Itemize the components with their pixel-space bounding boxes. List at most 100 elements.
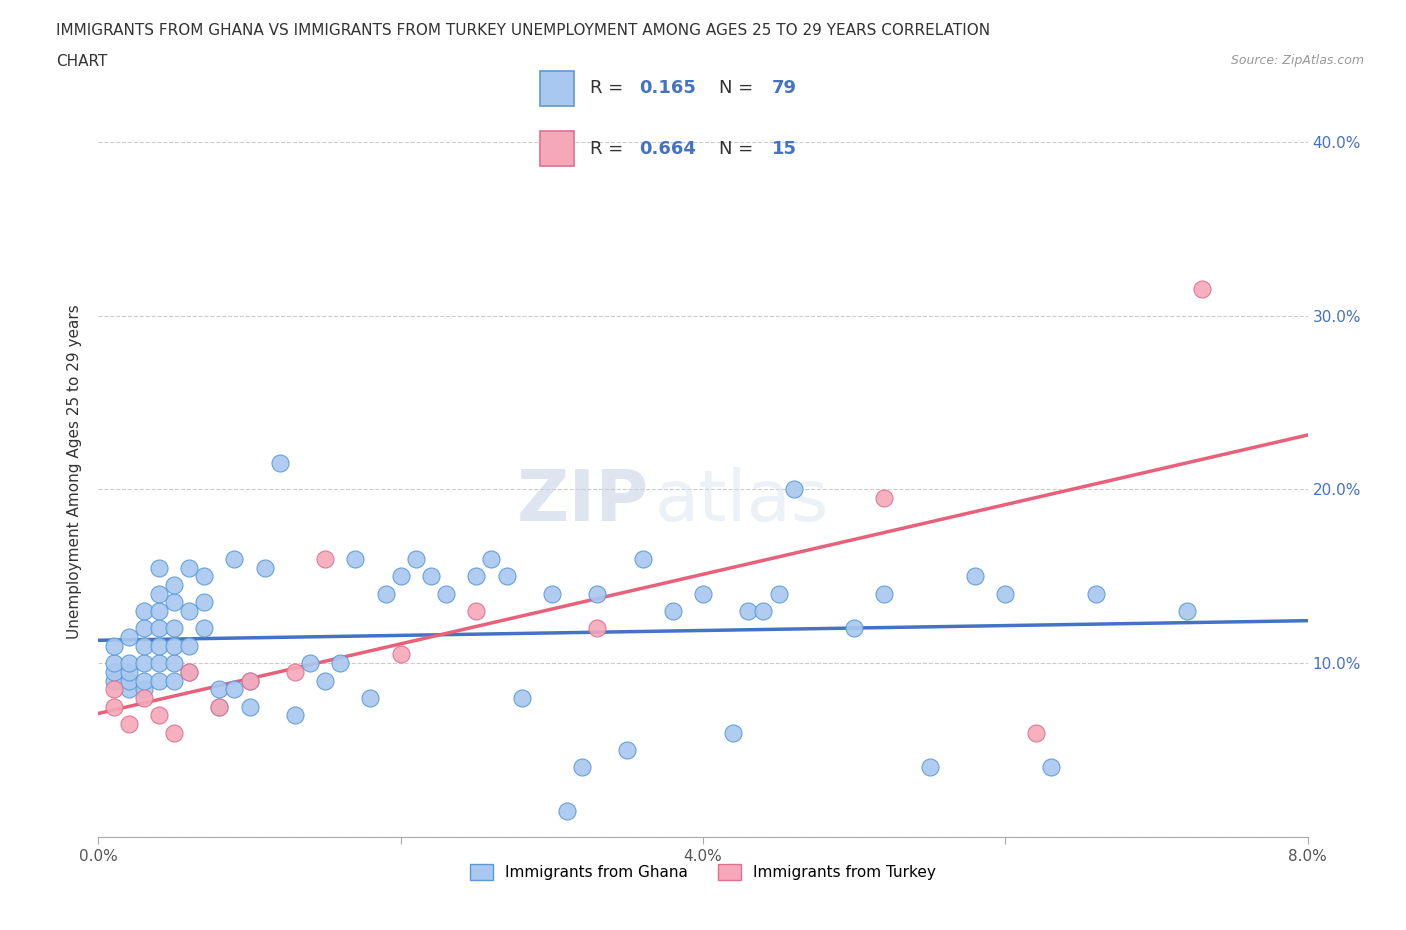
Point [118, 682, 141, 697]
Point [752, 604, 775, 618]
Point [360, 690, 382, 705]
Point [179, 664, 201, 679]
Text: 15: 15 [772, 140, 797, 158]
Point [148, 708, 170, 723]
Point [132, 673, 155, 688]
Bar [540, 71, 574, 106]
Point [179, 604, 201, 618]
Point [118, 673, 141, 688]
Point [389, 569, 412, 584]
Text: 79: 79 [772, 79, 797, 98]
Point [148, 621, 170, 636]
Point [163, 595, 186, 610]
Point [495, 569, 517, 584]
Point [329, 656, 352, 671]
Point [434, 586, 457, 601]
Point [239, 673, 262, 688]
Point [1191, 282, 1213, 297]
Point [103, 699, 125, 714]
Point [661, 604, 683, 618]
Point [571, 760, 593, 775]
Point [132, 690, 155, 705]
Point [193, 621, 215, 636]
Point [163, 638, 186, 653]
Point [193, 595, 215, 610]
Y-axis label: Unemployment Among Ages 25 to 29 years: Unemployment Among Ages 25 to 29 years [67, 305, 83, 639]
Point [737, 604, 759, 618]
Point [118, 630, 141, 644]
Point [616, 743, 638, 758]
Point [465, 604, 488, 618]
Point [208, 682, 231, 697]
Point [873, 586, 896, 601]
Point [239, 699, 262, 714]
Point [179, 638, 201, 653]
Point [163, 656, 186, 671]
Text: atlas: atlas [655, 467, 830, 536]
Text: N =: N = [718, 140, 759, 158]
Point [163, 725, 186, 740]
Point [148, 656, 170, 671]
Point [179, 560, 201, 575]
Text: 0.664: 0.664 [640, 140, 696, 158]
Point [224, 682, 246, 697]
Point [299, 656, 322, 671]
Point [768, 586, 790, 601]
Point [374, 586, 396, 601]
Point [1085, 586, 1108, 601]
Point [148, 604, 170, 618]
Point [405, 551, 427, 566]
Point [118, 664, 141, 679]
Point [193, 569, 215, 584]
Point [253, 560, 276, 575]
Point [420, 569, 443, 584]
Point [132, 656, 155, 671]
Point [314, 673, 336, 688]
Point [103, 673, 125, 688]
Point [224, 551, 246, 566]
Point [965, 569, 987, 584]
Point [148, 586, 170, 601]
Point [269, 456, 291, 471]
Point [389, 647, 412, 662]
Point [103, 682, 125, 697]
Point [179, 664, 201, 679]
Point [540, 586, 562, 601]
Point [208, 699, 231, 714]
Text: R =: R = [591, 79, 628, 98]
Point [481, 551, 503, 566]
Point [510, 690, 533, 705]
Point [239, 673, 262, 688]
Point [284, 708, 307, 723]
Point [208, 699, 231, 714]
Text: 0.165: 0.165 [640, 79, 696, 98]
Point [631, 551, 654, 566]
Point [1175, 604, 1198, 618]
Text: ZIP: ZIP [516, 467, 648, 536]
Text: R =: R = [591, 140, 628, 158]
Point [918, 760, 941, 775]
Point [132, 638, 155, 653]
Point [873, 491, 896, 506]
Point [1025, 725, 1047, 740]
Bar [540, 131, 574, 166]
Text: Source: ZipAtlas.com: Source: ZipAtlas.com [1230, 54, 1364, 67]
Point [344, 551, 367, 566]
Point [844, 621, 866, 636]
Point [132, 604, 155, 618]
Point [163, 621, 186, 636]
Point [284, 664, 307, 679]
Point [783, 482, 806, 497]
Text: IMMIGRANTS FROM GHANA VS IMMIGRANTS FROM TURKEY UNEMPLOYMENT AMONG AGES 25 TO 29: IMMIGRANTS FROM GHANA VS IMMIGRANTS FROM… [56, 23, 990, 38]
Point [132, 682, 155, 697]
Point [586, 621, 609, 636]
Legend: Immigrants from Ghana, Immigrants from Turkey: Immigrants from Ghana, Immigrants from T… [463, 857, 943, 888]
Point [118, 717, 141, 732]
Point [148, 638, 170, 653]
Point [314, 551, 336, 566]
Point [692, 586, 714, 601]
Point [103, 656, 125, 671]
Point [163, 578, 186, 592]
Point [118, 656, 141, 671]
Point [148, 673, 170, 688]
